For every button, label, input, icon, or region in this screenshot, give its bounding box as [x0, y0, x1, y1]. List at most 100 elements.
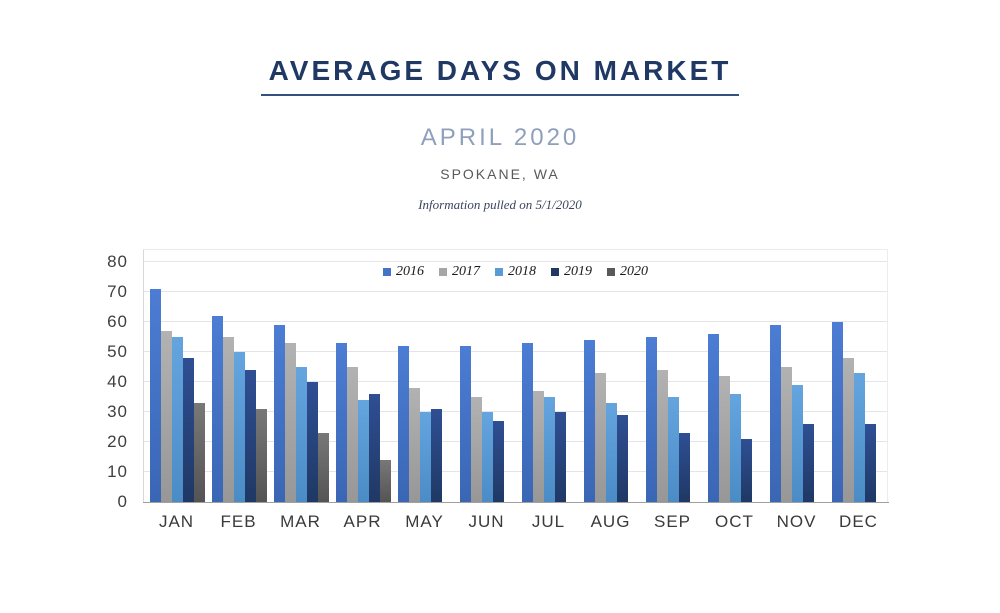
- bar-2018-jan: [172, 337, 183, 502]
- bar-2017-mar: [285, 343, 296, 502]
- report-header: AVERAGE DAYS ON MARKET APRIL 2020 SPOKAN…: [0, 0, 1000, 213]
- bar-group-jan: [150, 250, 205, 502]
- bar-2019-jul: [555, 412, 566, 502]
- x-tick-label-jun: JUN: [468, 512, 505, 531]
- bar-2019-apr: [369, 394, 380, 502]
- bar-group-jun: [460, 250, 515, 502]
- legend-item-2017: 2017: [439, 264, 480, 280]
- bar-2019-dec: [865, 424, 876, 502]
- legend-item-2016: 2016: [383, 264, 424, 280]
- bar-2017-feb: [223, 337, 234, 502]
- bar-2017-jan: [161, 331, 172, 502]
- x-tick-label-oct: OCT: [715, 512, 754, 531]
- y-tick-label-0: 0: [117, 492, 128, 511]
- legend-label-2020: 2020: [620, 264, 648, 279]
- x-tick-label-dec: DEC: [839, 512, 878, 531]
- gridline-y70: [144, 291, 887, 292]
- bar-2018-may: [420, 412, 431, 502]
- bar-2016-aug: [584, 340, 595, 502]
- bar-2016-jan: [150, 289, 161, 502]
- bar-2018-oct: [730, 394, 741, 502]
- bar-2019-nov: [803, 424, 814, 502]
- gridline-y40: [144, 381, 887, 382]
- y-tick-label-10: 10: [107, 462, 128, 481]
- legend-label-2019: 2019: [564, 264, 592, 279]
- x-tick-label-mar: MAR: [280, 512, 321, 531]
- bar-2019-may: [431, 409, 442, 502]
- bar-2016-oct: [708, 334, 719, 502]
- bar-2020-feb: [256, 409, 267, 502]
- bar-2016-feb: [212, 316, 223, 502]
- x-tick-label-sep: SEP: [653, 512, 692, 531]
- x-tick-label-jul: JUL: [531, 512, 566, 531]
- legend-swatch-2020: [607, 268, 615, 276]
- bar-group-sep: [646, 250, 701, 502]
- x-tick-label-feb: FEB: [220, 512, 257, 531]
- bar-group-nov: [770, 250, 825, 502]
- y-tick-label-50: 50: [107, 342, 128, 361]
- page-title: AVERAGE DAYS ON MARKET: [268, 55, 732, 86]
- legend-swatch-2017: [439, 268, 447, 276]
- y-tick-label-80: 80: [107, 252, 128, 271]
- x-tick-label-apr: APR: [343, 512, 382, 531]
- bar-2016-jun: [460, 346, 471, 502]
- bar-2017-aug: [595, 373, 606, 502]
- legend-swatch-2019: [551, 268, 559, 276]
- report-location: SPOKANE, WA: [440, 166, 560, 182]
- y-tick-label-30: 30: [107, 402, 128, 421]
- bar-group-aug: [584, 250, 639, 502]
- bar-2018-sep: [668, 397, 679, 502]
- plot-area: [143, 249, 888, 502]
- bar-group-oct: [708, 250, 763, 502]
- bar-2020-mar: [318, 433, 329, 502]
- legend-swatch-2018: [495, 268, 503, 276]
- legend-label-2017: 2017: [452, 264, 480, 279]
- bar-2019-jan: [183, 358, 194, 502]
- bar-2019-sep: [679, 433, 690, 502]
- gridline-y50: [144, 351, 887, 352]
- bar-2019-aug: [617, 415, 628, 502]
- x-tick-label-nov: NOV: [776, 512, 817, 531]
- gridline-y80: [144, 261, 887, 262]
- bar-2019-jun: [493, 421, 504, 502]
- x-axis-line: [143, 502, 889, 503]
- legend-item-2020: 2020: [607, 264, 648, 280]
- report-month: APRIL 2020: [420, 124, 580, 151]
- gridline-y30: [144, 411, 887, 412]
- y-tick-label-60: 60: [107, 312, 128, 331]
- data-pull-note: Information pulled on 5/1/2020: [418, 197, 582, 212]
- bar-2017-apr: [347, 367, 358, 502]
- bar-2018-feb: [234, 352, 245, 502]
- bar-2018-nov: [792, 385, 803, 502]
- title-underline: AVERAGE DAYS ON MARKET: [260, 55, 740, 96]
- bar-group-feb: [212, 250, 267, 502]
- y-tick-label-40: 40: [107, 372, 128, 391]
- bar-2018-dec: [854, 373, 865, 502]
- x-tick-label-may: MAY: [405, 512, 444, 531]
- bar-2017-jun: [471, 397, 482, 502]
- bar-group-mar: [274, 250, 329, 502]
- bar-2017-dec: [843, 358, 854, 502]
- legend-swatch-2016: [383, 268, 391, 276]
- bar-2016-dec: [832, 322, 843, 502]
- bar-2016-sep: [646, 337, 657, 502]
- legend-item-2019: 2019: [551, 264, 592, 280]
- x-tick-label-jan: JAN: [158, 512, 195, 531]
- bar-2017-oct: [719, 376, 730, 502]
- x-tick-label-aug: AUG: [590, 512, 631, 531]
- gridline-y60: [144, 321, 887, 322]
- bar-2016-may: [398, 346, 409, 502]
- bar-2018-jun: [482, 412, 493, 502]
- bar-2019-oct: [741, 439, 752, 502]
- bar-2020-jan: [194, 403, 205, 502]
- bar-2016-mar: [274, 325, 285, 502]
- bar-2017-jul: [533, 391, 544, 502]
- bar-2017-sep: [657, 370, 668, 502]
- y-tick-label-20: 20: [107, 432, 128, 451]
- legend-item-2018: 2018: [495, 264, 536, 280]
- bar-2020-apr: [380, 460, 391, 502]
- legend-label-2016: 2016: [396, 264, 424, 279]
- bar-group-may: [398, 250, 453, 502]
- bar-2018-jul: [544, 397, 555, 502]
